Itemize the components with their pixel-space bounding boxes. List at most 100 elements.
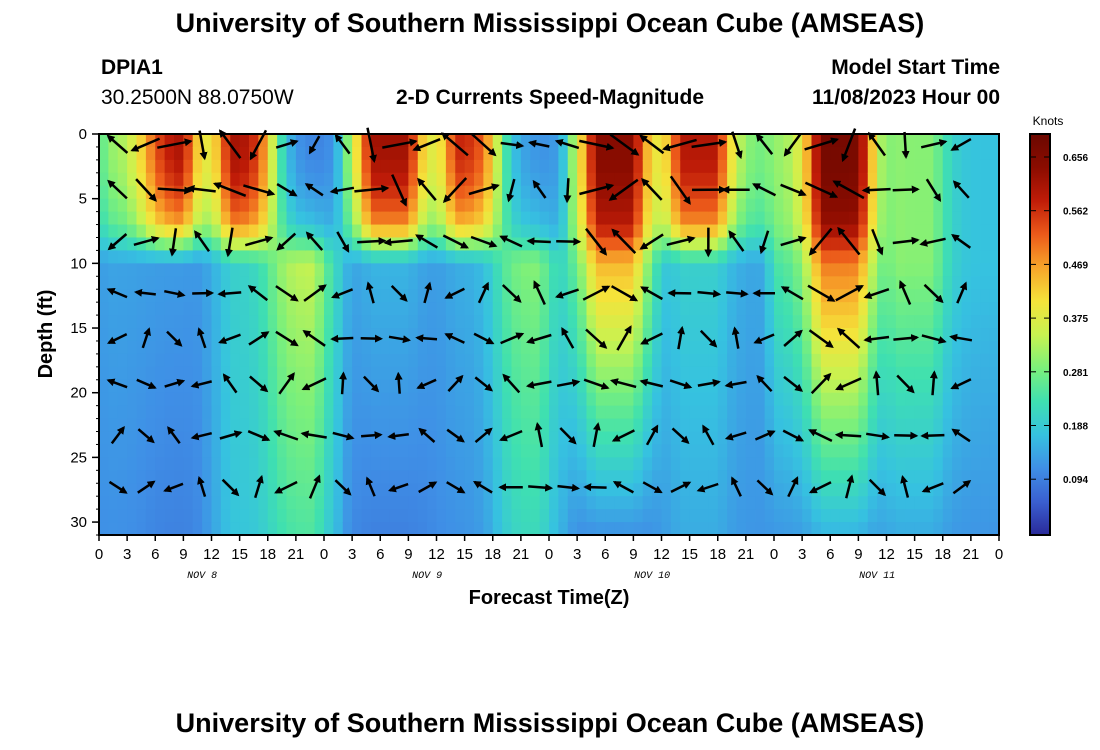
current-arrow — [249, 129, 268, 161]
heatmap-cell — [661, 340, 672, 355]
heatmap-cell — [952, 211, 963, 226]
heatmap-cell — [727, 198, 738, 213]
heatmap-cell — [586, 315, 597, 329]
heatmap-cell — [342, 418, 353, 433]
current-arrow — [919, 237, 946, 247]
current-arrow — [305, 231, 324, 251]
heatmap-cell — [558, 483, 569, 497]
x-tick-label: 6 — [601, 546, 609, 563]
heatmap-cell — [549, 276, 559, 290]
heatmap-cell — [970, 509, 981, 523]
heatmap-cell — [783, 405, 794, 420]
heatmap-cell — [905, 418, 916, 433]
heatmap-cell — [886, 263, 897, 277]
heatmap-cell — [155, 496, 166, 510]
heatmap-cell — [417, 146, 428, 161]
heatmap-cell — [558, 159, 569, 174]
heatmap-cell — [455, 211, 466, 226]
heatmap-cell — [155, 250, 166, 264]
heatmap-cell — [370, 146, 381, 161]
heatmap-cell — [905, 276, 916, 290]
heatmap-cell — [464, 134, 475, 148]
heatmap-cell — [699, 431, 709, 446]
heatmap-cell — [755, 315, 766, 329]
current-arrow — [470, 235, 498, 248]
heatmap-cell — [164, 366, 175, 381]
heatmap-cell — [145, 405, 156, 420]
heatmap-cell — [558, 353, 569, 368]
heatmap-cell — [567, 315, 578, 329]
heatmap-cell — [520, 379, 531, 394]
heatmap-cell — [980, 457, 991, 471]
heatmap-cell — [914, 366, 925, 381]
heatmap-cell — [333, 496, 344, 510]
heatmap-cell — [502, 340, 513, 355]
heatmap-cell — [352, 237, 363, 252]
heatmap-cell — [961, 483, 972, 497]
heatmap-cell — [867, 315, 878, 329]
heatmap-cell — [445, 379, 456, 394]
heatmap-cell — [933, 211, 944, 226]
heatmap-cell — [924, 444, 934, 458]
heatmap-cell — [333, 470, 344, 484]
heatmap-cell — [127, 457, 138, 471]
heatmap-cell — [164, 353, 175, 368]
heatmap-cell — [745, 328, 756, 342]
heatmap-cell — [811, 496, 822, 510]
heatmap-cell — [370, 509, 381, 523]
heatmap-cell — [642, 392, 653, 407]
heatmap-cell — [202, 134, 213, 148]
heatmap-cell — [258, 418, 269, 433]
heatmap-cell — [427, 302, 438, 316]
heatmap-cell — [314, 444, 325, 458]
heatmap-cell — [239, 509, 250, 523]
heatmap-cell — [483, 509, 494, 523]
heatmap-cell — [305, 522, 316, 536]
heatmap-cell — [970, 496, 981, 510]
heatmap-cell — [399, 185, 409, 200]
current-arrow — [222, 373, 238, 394]
heatmap-cell — [867, 134, 878, 148]
heatmap-cell — [577, 146, 588, 161]
heatmap-cell — [174, 431, 184, 446]
heatmap-cell — [970, 315, 981, 329]
heatmap-cell — [717, 392, 728, 407]
heatmap-cell — [324, 470, 334, 484]
heatmap-cell — [820, 315, 831, 329]
heatmap-cell — [980, 340, 991, 355]
heatmap-cell — [333, 198, 344, 213]
current-arrow — [500, 141, 525, 150]
heatmap-cell — [577, 509, 588, 523]
heatmap-cell — [314, 496, 325, 510]
heatmap-cell — [324, 224, 334, 239]
heatmap-cell — [633, 522, 644, 536]
heatmap-cell — [820, 444, 831, 458]
colorbar-tick-label: 0.656 — [1063, 153, 1088, 164]
heatmap-cell — [136, 224, 147, 239]
heatmap-cell — [427, 146, 438, 161]
heatmap-cell — [333, 250, 344, 264]
heatmap-cell — [633, 392, 644, 407]
heatmap-cell — [858, 418, 869, 433]
heatmap-cell — [942, 211, 953, 226]
heatmap-cell — [670, 302, 681, 316]
heatmap-cell — [539, 289, 550, 303]
heatmap-cell — [502, 198, 513, 213]
heatmap-cell — [174, 444, 184, 458]
heatmap-cell — [661, 366, 672, 381]
heatmap-cell — [661, 224, 672, 239]
heatmap-cell — [305, 263, 316, 277]
heatmap-cell — [342, 276, 353, 290]
heatmap-cell — [774, 328, 784, 342]
heatmap-cell — [792, 315, 803, 329]
heatmap-cell — [436, 392, 447, 407]
heatmap-cell — [99, 405, 109, 420]
heatmap-cell — [174, 172, 184, 187]
heatmap-cell — [333, 431, 344, 446]
heatmap-cell — [277, 211, 288, 226]
heatmap-cell — [633, 263, 644, 277]
heatmap-cell — [820, 250, 831, 264]
heatmap-cell — [792, 198, 803, 213]
heatmap-cell — [408, 237, 419, 252]
heatmap-cell — [811, 289, 822, 303]
